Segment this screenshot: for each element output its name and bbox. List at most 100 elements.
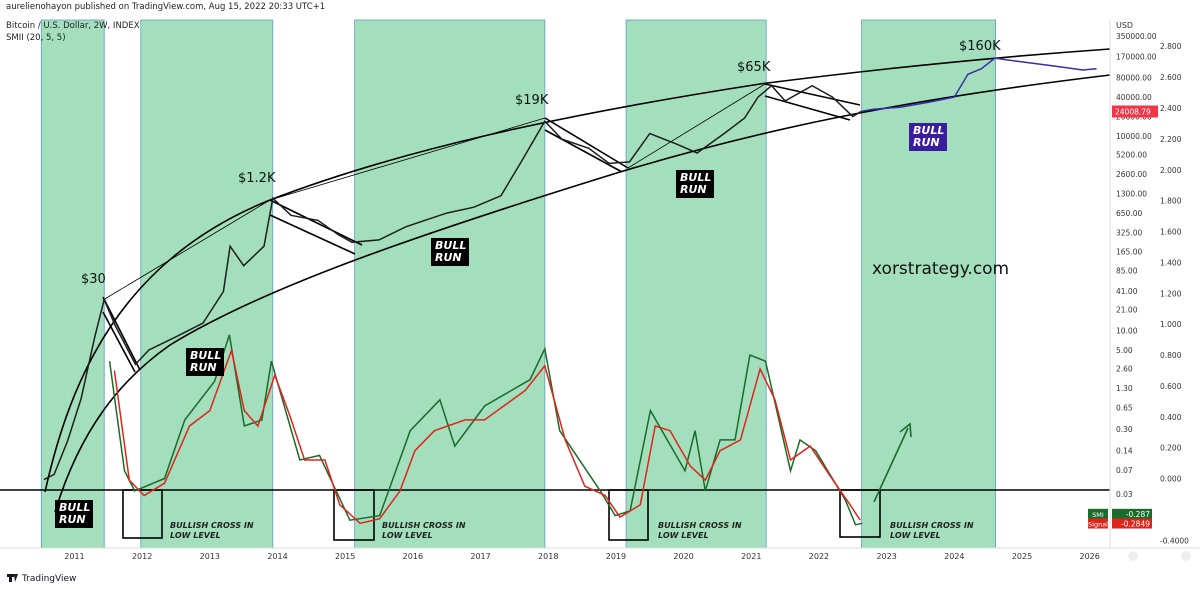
y-tick-label: 0.07	[1116, 466, 1133, 475]
y2-tick-label: 0.800	[1160, 351, 1182, 360]
y2-tick-label: 0.400	[1160, 413, 1182, 422]
y2-tick-label: 1.800	[1160, 197, 1182, 206]
publisher: aurelienohayon published on TradingView.…	[6, 2, 326, 12]
x-tick-label: 2022	[809, 552, 829, 561]
cross-label: BULLISH CROSS IN LOW LEVEL	[890, 521, 974, 540]
wedge	[269, 199, 363, 255]
y-tick-label: 80000.00	[1116, 74, 1152, 83]
y-unit: USD	[1116, 21, 1133, 30]
x-tick-label: 2017	[470, 552, 490, 561]
last-price-badge	[1112, 105, 1158, 118]
trend-line	[102, 83, 766, 301]
x-tick-label: 2021	[741, 552, 761, 561]
y-tick-label: 2600.00	[1116, 170, 1147, 179]
wedge	[764, 83, 861, 121]
cross-box	[608, 489, 649, 541]
wedge	[102, 296, 141, 373]
y-tick-label: 1300.00	[1116, 190, 1147, 199]
bull-run-label: BULL RUN	[431, 238, 469, 266]
bull-band	[861, 19, 997, 549]
cross-label: BULLISH CROSS IN LOW LEVEL	[170, 521, 254, 540]
plot	[43, 57, 1097, 526]
bull-run-label: BULL RUN	[676, 170, 714, 198]
y-tick-label: 650.00	[1116, 209, 1142, 218]
y-tick-label: 0.65	[1116, 403, 1133, 412]
watermark: xorstrategy.com	[872, 259, 1010, 279]
indicator: SMII (20, 5, 5)	[6, 33, 66, 43]
y-tick-label: 40000.00	[1116, 93, 1152, 102]
y-tick-label: 0.03	[1116, 490, 1133, 499]
x-tick-label: 2024	[944, 552, 964, 561]
indicator-value-badge	[1112, 518, 1152, 529]
indicator-value: -0.2849	[1121, 520, 1150, 529]
y2-tick-label: 2.200	[1160, 135, 1182, 144]
indicator-line	[113, 347, 861, 525]
peak-label: $65K	[737, 60, 771, 75]
y2-tick-label: 2.000	[1160, 166, 1182, 175]
peak-label: $19K	[515, 93, 549, 108]
y-tick-label: 5.00	[1116, 346, 1133, 355]
peak-label: $160K	[959, 39, 1001, 54]
x-tick-label: 2011	[64, 552, 84, 561]
bull-band	[140, 19, 274, 549]
y2-tick-label: 0.200	[1160, 444, 1182, 453]
arrow	[873, 422, 912, 503]
footer-brand: TradingView	[21, 574, 76, 584]
bull-band	[40, 19, 105, 549]
x-tick-label: 2013	[200, 552, 220, 561]
x-tick-label: 2020	[673, 552, 693, 561]
cross-label: BULLISH CROSS IN LOW LEVEL	[658, 521, 742, 540]
lower-curve	[54, 74, 1111, 513]
bull-run-label: BULL RUN	[55, 500, 93, 528]
y-tick-label: 85.00	[1116, 266, 1138, 275]
indicator-name-badge	[1088, 518, 1108, 529]
y-tick-label: 325.00	[1116, 229, 1142, 238]
axis-button[interactable]	[1128, 551, 1138, 561]
y-tick-label: 350000.00	[1116, 32, 1157, 41]
indicator-value-badge	[1112, 508, 1152, 519]
axis-button[interactable]	[1181, 551, 1191, 561]
y-tick-label: 5200.00	[1116, 151, 1147, 160]
bull-run-label: BULL RUN	[909, 123, 947, 151]
cross-label: BULLISH CROSS IN LOW LEVEL	[382, 521, 466, 540]
y-tick-label: 10000.00	[1116, 132, 1152, 141]
y-tick-label: 170000.00	[1116, 52, 1157, 61]
indicator-value: -0.287	[1126, 510, 1150, 519]
x-tick-label: 2018	[538, 552, 558, 561]
x-tick-label: 2023	[876, 552, 896, 561]
x-tick-label: 2015	[335, 552, 355, 561]
y-tick-label: 10.00	[1116, 327, 1138, 336]
y2-tick-label: 1.400	[1160, 258, 1182, 267]
y-tick-label: 1.30	[1116, 384, 1133, 393]
y-tick-label: 41.00	[1116, 287, 1138, 296]
y2-tick-label: 0.600	[1160, 382, 1182, 391]
cross-box	[122, 489, 163, 539]
x-tick-label: 2025	[1012, 552, 1032, 561]
x-tick-label: 2016	[403, 552, 423, 561]
y-tick-label: 0.14	[1116, 447, 1133, 456]
y2-tick-label: 2.400	[1160, 104, 1182, 113]
y-tick-label: 165.00	[1116, 248, 1142, 257]
y2-tick-label: -0.4000	[1160, 536, 1189, 545]
peak-label: $30	[81, 272, 106, 287]
x-tick-label: 2014	[267, 552, 287, 561]
bull-band	[354, 19, 546, 549]
y2-tick-label: 1.600	[1160, 228, 1182, 237]
y2-tick-label: 2.800	[1160, 42, 1182, 51]
indicator-name: Signal	[1088, 521, 1108, 529]
x-tick-label: 2026	[1080, 552, 1100, 561]
price-line	[860, 57, 1097, 113]
y-tick-label: 21.00	[1116, 306, 1138, 315]
x-tick-label: 2012	[132, 552, 152, 561]
bull-run-label: BULL RUN	[186, 348, 224, 376]
cross-box	[333, 489, 375, 541]
y-tick-label: 2.60	[1116, 364, 1133, 373]
indicator-name: SMI	[1092, 511, 1104, 519]
symbol: Bitcoin / U.S. Dollar, 2W, INDEX	[6, 21, 140, 31]
footer-logo	[7, 574, 18, 582]
price-line	[43, 84, 862, 481]
y2-tick-label: 2.600	[1160, 73, 1182, 82]
drawings	[0, 48, 1111, 541]
